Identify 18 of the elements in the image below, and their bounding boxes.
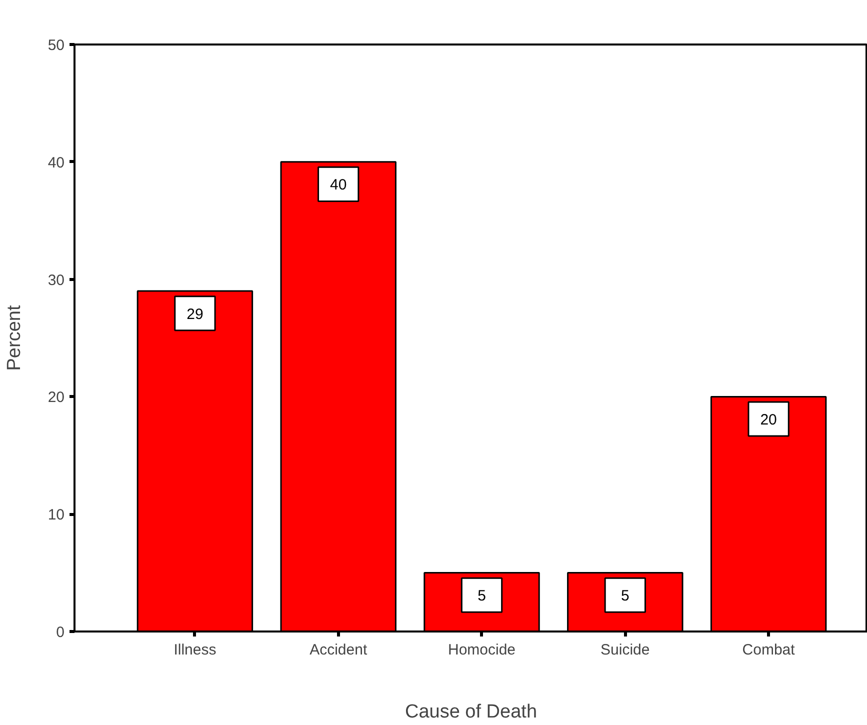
y-tick-label: 0 [56, 624, 64, 641]
y-tick-label: 50 [48, 37, 65, 54]
x-tick-label: Combat [742, 642, 796, 658]
y-axis-title: Percent [4, 304, 25, 371]
y-tick-label: 40 [48, 154, 65, 172]
y-tick-label: 30 [48, 272, 65, 289]
x-tick-label: Illness [174, 642, 216, 658]
data-label: 5 [478, 588, 486, 605]
y-tick-label: 10 [48, 506, 65, 524]
x-tick-label: Homocide [448, 642, 516, 658]
data-label: 20 [760, 412, 777, 429]
data-label: 29 [186, 306, 204, 323]
x-tick-label: Accident [310, 642, 368, 658]
x-tick-label: Suicide [600, 642, 650, 658]
data-label: 40 [330, 176, 347, 194]
y-tick-label: 20 [48, 389, 65, 406]
x-axis-title: Cause of Death [404, 702, 538, 722]
data-label: 5 [620, 588, 630, 605]
